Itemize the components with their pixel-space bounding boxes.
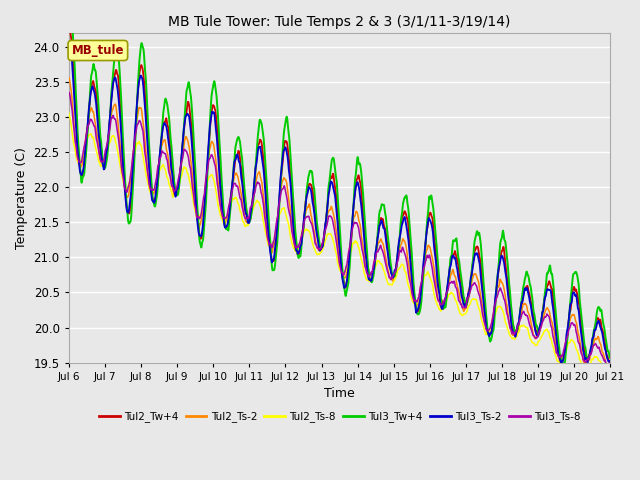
Tul3_Ts-2 (497, 255, 504, 261)
Tul3_Tw+4 (216, 144, 223, 149)
Legend: Tul2_Tw+4, Tul2_Ts-2, Tul2_Ts-8, Tul3_Tw+4, Tul3_Ts-2, Tul3_Ts-8: Tul2_Tw+4, Tul2_Ts-2, Tul2_Ts-8, Tul3_Tw… (95, 408, 584, 427)
Tul3_Ts-8 (605, 365, 613, 371)
Tul3_Tw+4 (65, 23, 72, 29)
Tul2_Ts-2 (65, 74, 72, 80)
Line: Tul2_Ts-2: Tul2_Ts-2 (68, 77, 611, 368)
Tul3_Ts-2 (559, 358, 566, 364)
Tul2_Tw+4 (216, 163, 223, 169)
Tul3_Ts-2 (65, 41, 72, 47)
Tul3_Tw+4 (559, 361, 566, 367)
Tul2_Tw+4 (355, 174, 363, 180)
Tul2_Ts-2 (573, 327, 581, 333)
Tul3_Ts-2 (355, 185, 363, 191)
Tul2_Ts-2 (216, 195, 223, 201)
Tul2_Ts-2 (606, 365, 614, 371)
Line: Tul3_Tw+4: Tul3_Tw+4 (68, 26, 611, 365)
Tul3_Ts-8 (497, 286, 504, 292)
Tul2_Ts-8 (559, 356, 566, 361)
Tul2_Ts-2 (559, 355, 566, 360)
Tul2_Tw+4 (559, 358, 566, 363)
Line: Tul3_Ts-2: Tul3_Ts-2 (68, 44, 611, 362)
Tul2_Ts-8 (573, 348, 581, 354)
Tul3_Ts-8 (607, 360, 614, 366)
Tul3_Tw+4 (574, 276, 582, 282)
Title: MB Tule Tower: Tule Temps 2 & 3 (3/1/11-3/19/14): MB Tule Tower: Tule Temps 2 & 3 (3/1/11-… (168, 15, 511, 29)
Tul2_Tw+4 (367, 278, 374, 284)
Tul3_Ts-2 (557, 360, 564, 365)
Tul2_Ts-8 (65, 109, 72, 115)
Tul2_Tw+4 (497, 252, 504, 258)
Y-axis label: Temperature (C): Temperature (C) (15, 147, 28, 249)
Tul3_Ts-8 (573, 336, 581, 341)
Tul2_Ts-8 (582, 367, 589, 372)
Tul3_Ts-2 (607, 359, 614, 365)
Tul2_Ts-8 (607, 367, 614, 372)
Tul3_Tw+4 (607, 354, 614, 360)
Line: Tul3_Ts-8: Tul3_Ts-8 (68, 92, 611, 368)
Tul3_Ts-2 (216, 178, 223, 183)
Tul2_Ts-8 (497, 304, 504, 310)
Tul2_Tw+4 (606, 361, 614, 367)
Tul2_Ts-2 (497, 277, 504, 283)
Tul2_Ts-2 (607, 364, 614, 370)
Tul2_Ts-2 (367, 275, 374, 281)
Tul2_Tw+4 (573, 293, 581, 299)
Tul3_Ts-2 (367, 278, 374, 284)
Tul3_Ts-2 (574, 305, 582, 311)
Text: MB_tule: MB_tule (72, 44, 124, 57)
Tul2_Tw+4 (607, 361, 614, 367)
Tul2_Ts-8 (216, 209, 223, 215)
Tul3_Tw+4 (497, 238, 504, 243)
Tul2_Ts-8 (355, 246, 363, 252)
Tul2_Tw+4 (65, 23, 72, 29)
Tul2_Ts-2 (355, 218, 363, 224)
Tul3_Ts-8 (559, 353, 566, 359)
Tul3_Ts-8 (216, 200, 223, 205)
Tul3_Tw+4 (367, 278, 374, 284)
X-axis label: Time: Time (324, 387, 355, 400)
Tul2_Ts-8 (367, 276, 374, 282)
Tul3_Tw+4 (355, 161, 363, 167)
Line: Tul2_Ts-8: Tul2_Ts-8 (68, 112, 611, 370)
Tul3_Ts-8 (65, 89, 72, 95)
Tul3_Ts-8 (367, 270, 374, 276)
Tul3_Ts-8 (355, 228, 363, 233)
Tul3_Tw+4 (559, 362, 567, 368)
Line: Tul2_Tw+4: Tul2_Tw+4 (68, 26, 611, 364)
